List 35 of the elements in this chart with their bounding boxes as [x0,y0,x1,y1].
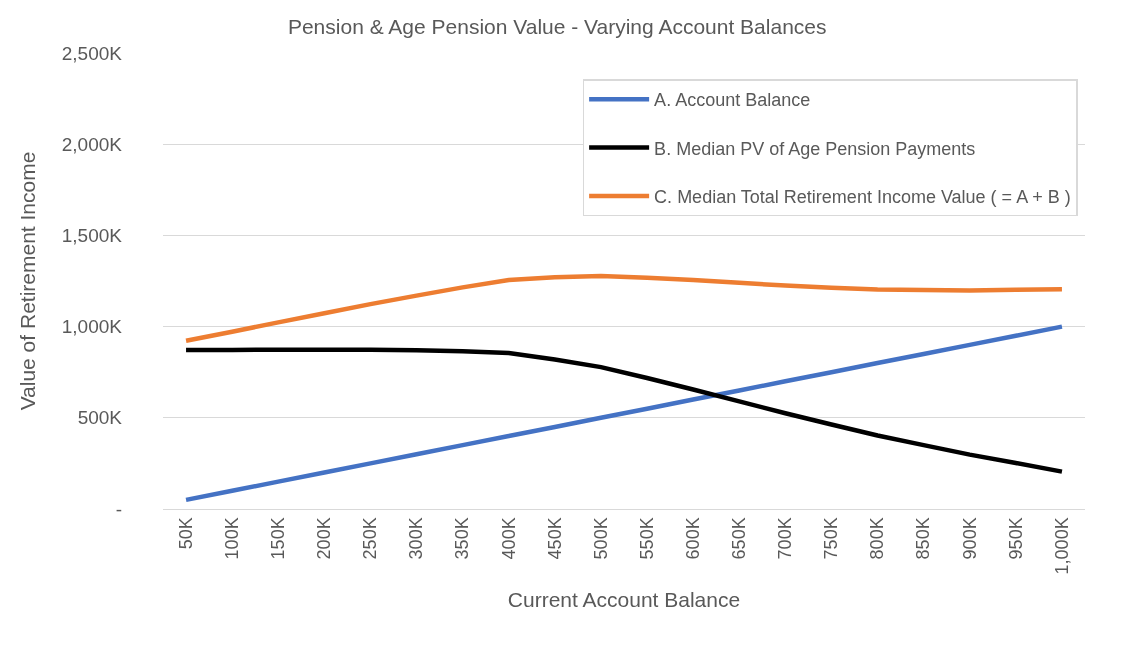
y-tick-label: 1,500K [61,225,123,247]
x-tick-label: 250K [360,517,381,560]
x-tick-label: 350K [452,517,473,560]
x-tick-label: 100K [222,517,242,560]
x-tick-label: 800K [867,517,888,560]
legend-label: C. Median Total Retirement Income Value ( = A + B ) [654,186,1071,207]
x-tick-label: 650K [729,517,750,560]
line-series [183,273,1065,344]
x-tick-label: 500K [590,517,611,560]
legend-label: B. Median PV of Age Pension Payments [654,138,976,159]
y-tick-label: 1,000K [61,316,123,338]
x-tick-label: 850K [913,517,934,560]
x-tick-label: 200K [314,517,335,560]
x-tick-label: 400K [498,517,519,560]
legend-label: A. Account Balance [654,90,811,111]
line-series [183,347,1065,474]
x-tick-label: 750K [821,517,842,560]
y-tick-label: - [115,498,122,520]
x-tick-label: 150K [268,517,289,560]
y-tick-label: 500K [77,407,123,429]
x-tick-label: 1,000K [1051,517,1072,575]
line-series [183,324,1065,503]
x-tick-label: 300K [406,517,427,560]
x-tick-label: 950K [1005,517,1026,560]
x-tick-label: 700K [775,517,796,560]
x-tick-label: 900K [959,517,980,560]
y-tick-label: 2,000K [61,133,123,155]
x-tick-label: 550K [636,517,657,560]
y-tick-label: 2,500K [61,42,123,64]
y-axis-title: Value of Retirement Income [15,151,39,411]
x-axis-title: Current Account Balance [507,587,741,611]
x-tick-label: 450K [544,517,565,560]
x-tick-label: 600K [683,517,703,560]
x-tick-label: 50K [175,517,196,550]
chart-title: Pension & Age Pension Value - Varying Account Balances [287,15,827,39]
